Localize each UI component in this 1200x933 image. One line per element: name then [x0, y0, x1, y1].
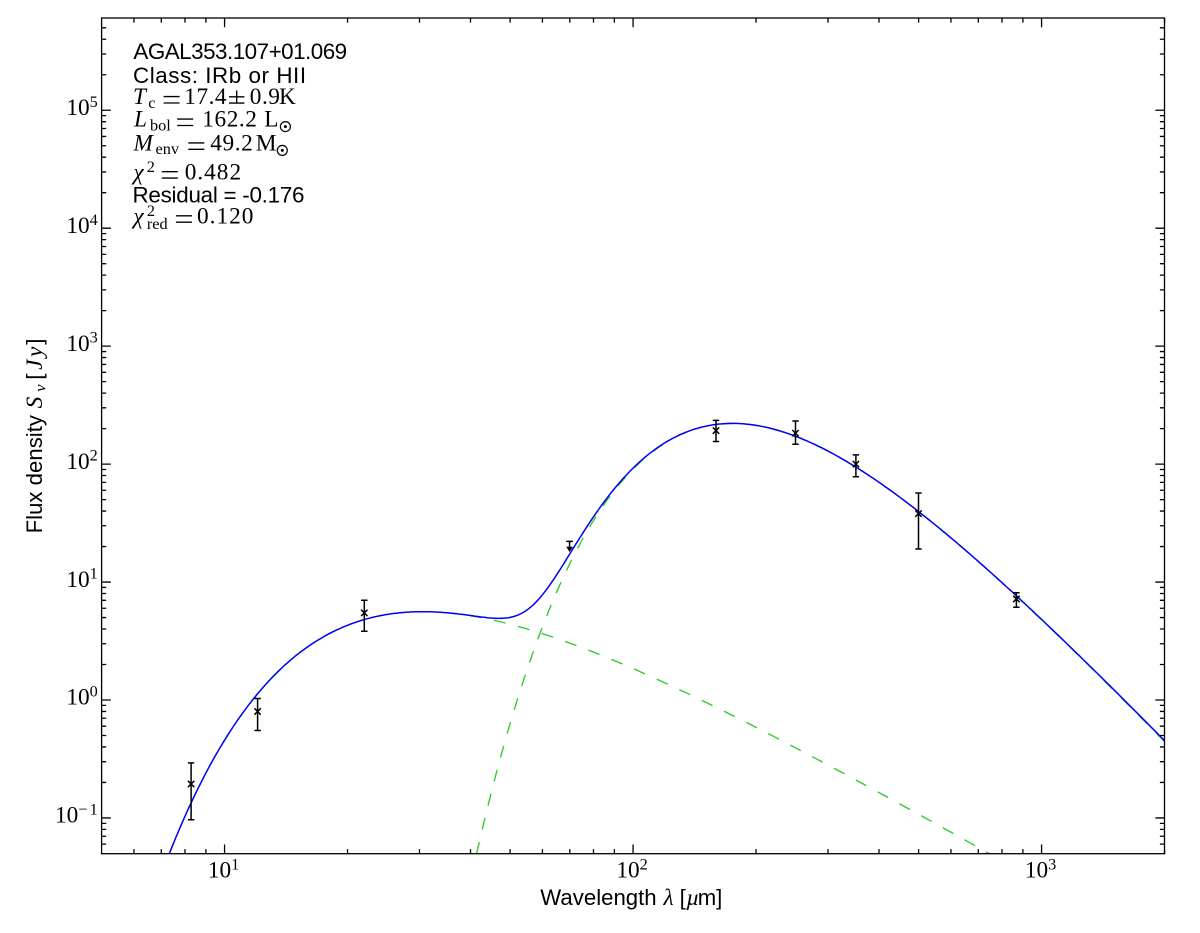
svg-text:y: y — [22, 346, 48, 359]
svg-text:162.2: 162.2 — [202, 107, 257, 133]
svg-text:0.482: 0.482 — [185, 159, 242, 185]
svg-text:102: 102 — [616, 854, 647, 883]
svg-text:17.4: 17.4 — [184, 84, 227, 110]
svg-text:L: L — [133, 107, 147, 133]
svg-text:10−1: 10− 1 — [55, 800, 98, 829]
svg-text:c: c — [148, 93, 155, 112]
svg-text:T: T — [133, 84, 148, 110]
svg-text:Residual = -0.176: Residual = -0.176 — [133, 182, 305, 207]
svg-text:µ: µ — [686, 885, 699, 911]
svg-text:L: L — [264, 107, 278, 133]
svg-text:49.2: 49.2 — [210, 131, 253, 157]
svg-text:χ: χ — [131, 159, 144, 185]
svg-text:AGAL353.107+01.069: AGAL353.107+01.069 — [133, 39, 346, 64]
svg-text:102: 102 — [66, 446, 97, 475]
svg-text:0.9: 0.9 — [250, 84, 281, 110]
svg-text:2: 2 — [147, 157, 155, 176]
svg-text:red: red — [147, 214, 168, 233]
svg-text:[: [ — [680, 885, 686, 910]
svg-text:[: [ — [22, 374, 47, 380]
svg-text:S: S — [22, 396, 48, 408]
svg-text:K: K — [279, 84, 296, 110]
svg-text:Flux density: Flux density — [22, 414, 47, 533]
svg-text:m]: m] — [698, 885, 723, 910]
svg-text:ν: ν — [31, 384, 50, 392]
svg-text:Class: IRb or HII: Class: IRb or HII — [133, 63, 307, 88]
svg-text:J: J — [22, 358, 48, 370]
svg-text:0.120: 0.120 — [197, 203, 254, 229]
svg-text:M: M — [133, 131, 155, 157]
svg-text:2: 2 — [147, 201, 155, 220]
svg-text:Wavelength: Wavelength — [540, 885, 656, 910]
svg-text:]: ] — [22, 339, 47, 345]
svg-text:χ: χ — [131, 203, 144, 229]
svg-text:λ: λ — [663, 885, 674, 911]
svg-text:M: M — [256, 131, 277, 157]
svg-text:bol: bol — [150, 115, 171, 134]
svg-text:env: env — [156, 139, 180, 158]
